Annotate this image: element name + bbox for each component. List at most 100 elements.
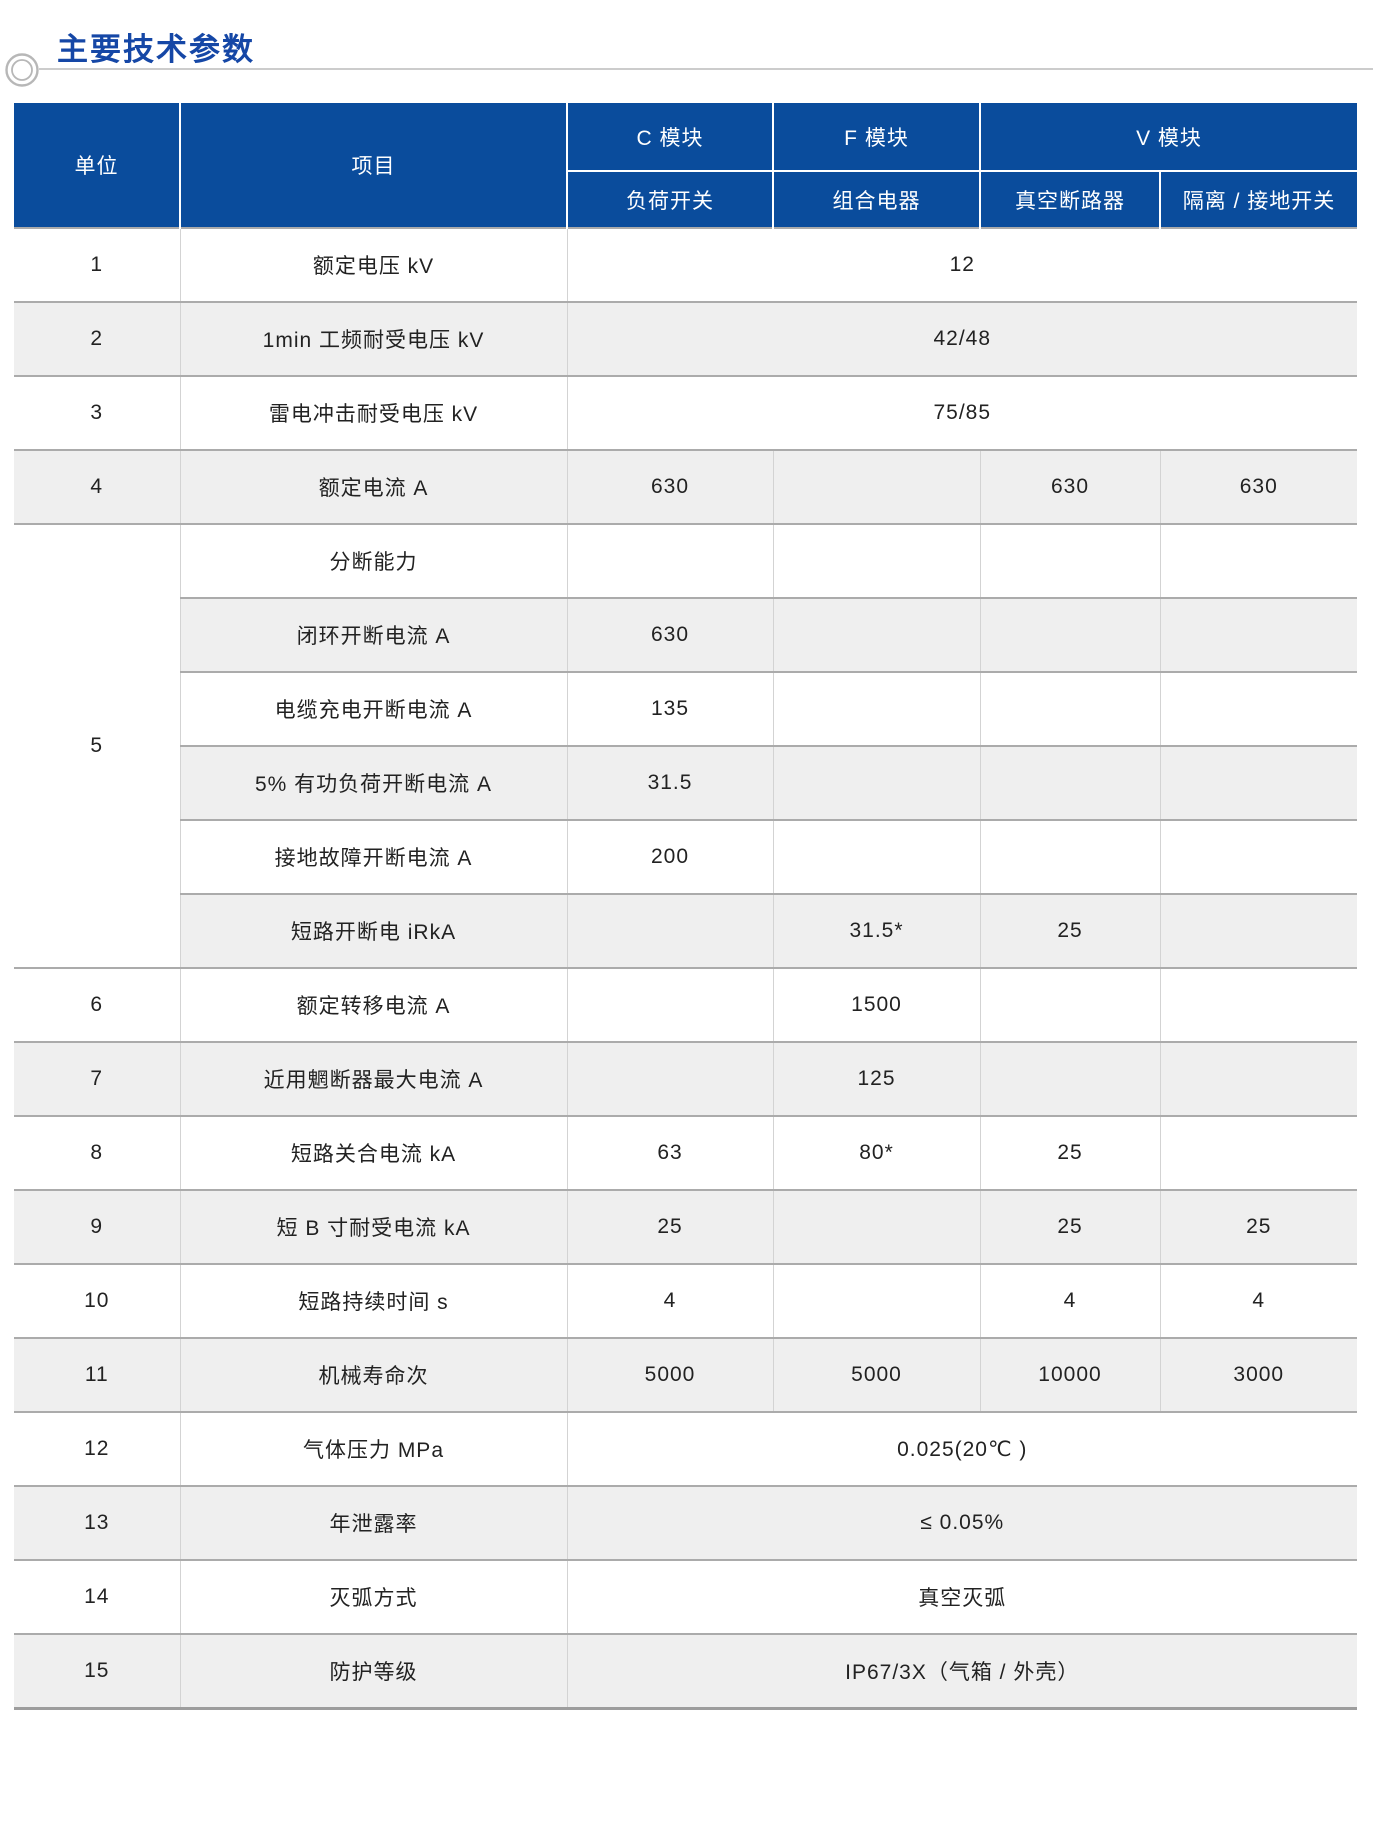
value-cell [566, 523, 773, 598]
value-cell [772, 1263, 980, 1338]
item-cell: 接地故障开断电流 A [179, 819, 567, 894]
value-cell [772, 819, 980, 894]
table-row: 3 雷电冲击耐受电压 kV 75/85 [14, 375, 1357, 450]
row-number-cell: 5 [14, 523, 180, 968]
value-cell [979, 671, 1160, 746]
table-row: 接地故障开断电流 A 200 [14, 819, 1357, 894]
item-cell: 短路开断电 iRkA [179, 893, 567, 968]
device-column-header: 隔离 / 接地开关 [1159, 170, 1357, 228]
value-cell [772, 449, 980, 524]
value-cell [1159, 893, 1357, 968]
value-cell [979, 1041, 1160, 1116]
value-cell [1159, 819, 1357, 894]
merged-value-cell: 75/85 [566, 375, 1357, 450]
value-cell: 25 [566, 1189, 773, 1264]
item-cell: 气体压力 MPa [179, 1411, 567, 1486]
value-cell [979, 523, 1160, 598]
value-cell: 5000 [772, 1337, 980, 1412]
value-cell [1159, 671, 1357, 746]
module-group-header: V 模块 [979, 103, 1357, 171]
value-cell: 5000 [566, 1337, 773, 1412]
table-row: 15 防护等级 IP67/3X（气箱 / 外壳） [14, 1633, 1357, 1708]
value-cell [979, 819, 1160, 894]
table-row: 12 气体压力 MPa 0.025(20℃ ) [14, 1411, 1357, 1486]
table-row: 6 额定转移电流 A 1500 [14, 967, 1357, 1042]
table-row: 1 额定电压 kV 12 [14, 227, 1357, 302]
value-cell: 630 [566, 597, 773, 672]
table-row: 短路开断电 iRkA 31.5* 25 [14, 893, 1357, 968]
item-cell: 额定转移电流 A [179, 967, 567, 1042]
value-cell: 135 [566, 671, 773, 746]
device-column-header: 真空断路器 [979, 170, 1160, 228]
row-number-cell: 13 [14, 1485, 180, 1560]
item-cell: 分断能力 [179, 523, 567, 598]
value-cell [566, 893, 773, 968]
header-divider [39, 68, 1373, 70]
item-cell: 防护等级 [179, 1633, 567, 1708]
row-number-cell: 9 [14, 1189, 180, 1264]
row-number-cell: 2 [14, 301, 180, 376]
value-cell: 3000 [1159, 1337, 1357, 1412]
value-cell: 4 [566, 1263, 773, 1338]
row-number-cell: 6 [14, 967, 180, 1042]
item-cell: 额定电流 A [179, 449, 567, 524]
value-cell: 31.5* [772, 893, 980, 968]
module-group-header: C 模块 [566, 103, 773, 171]
merged-value-cell: 真空灭弧 [566, 1559, 1357, 1634]
module-group-header: F 模块 [772, 103, 980, 171]
value-cell: 63 [566, 1115, 773, 1190]
value-cell [772, 523, 980, 598]
specs-table-body: 1 额定电压 kV 12 2 1min 工频耐受电压 kV 42/48 3 雷电冲击耐受电压 … [14, 227, 1357, 1708]
page-title: 主要技术参数 [57, 32, 255, 67]
table-row: 8 短路关合电流 kA 63 80* 25 [14, 1115, 1357, 1190]
value-cell: 25 [979, 893, 1160, 968]
value-cell [979, 745, 1160, 820]
item-cell: 近用魍断器最大电流 A [179, 1041, 567, 1116]
row-number-cell: 3 [14, 375, 180, 450]
value-cell [1159, 1115, 1357, 1190]
item-cell: 短路关合电流 kA [179, 1115, 567, 1190]
item-cell: 短 B 寸耐受电流 kA [179, 1189, 567, 1264]
row-number-cell: 1 [14, 227, 180, 302]
value-cell [772, 671, 980, 746]
item-column-header: 项目 [179, 103, 567, 228]
value-cell: 630 [1159, 449, 1357, 524]
item-cell: 1min 工频耐受电压 kV [179, 301, 567, 376]
value-cell [979, 967, 1160, 1042]
table-row: 电缆充电开断电流 A 135 [14, 671, 1357, 746]
item-cell: 5% 有功负荷开断电流 A [179, 745, 567, 820]
table-row: 11 机械寿命次 5000 5000 10000 3000 [14, 1337, 1357, 1412]
table-row: 13 年泄露率 ≤ 0.05% [14, 1485, 1357, 1560]
table-row: 闭环开断电流 A 630 [14, 597, 1357, 672]
device-header-row: 负荷开关 组合电器 真空断路器 隔离 / 接地开关 [14, 170, 1357, 228]
row-number-cell: 12 [14, 1411, 180, 1486]
device-column-header: 负荷开关 [566, 170, 773, 228]
item-cell: 灭弧方式 [179, 1559, 567, 1634]
value-cell [1159, 597, 1357, 672]
table-row: 4 额定电流 A 630 630 630 [14, 449, 1357, 524]
value-cell [1159, 523, 1357, 598]
value-cell: 4 [979, 1263, 1160, 1338]
value-cell: 10000 [979, 1337, 1160, 1412]
item-cell: 电缆充电开断电流 A [179, 671, 567, 746]
value-cell [772, 745, 980, 820]
value-cell: 630 [566, 449, 773, 524]
item-cell: 额定电压 kV [179, 227, 567, 302]
merged-value-cell: 42/48 [566, 301, 1357, 376]
value-cell [772, 597, 980, 672]
merged-value-cell: 12 [566, 227, 1357, 302]
table-row: 7 近用魍断器最大电流 A 125 [14, 1041, 1357, 1116]
row-number-cell: 10 [14, 1263, 180, 1338]
row-number-cell: 15 [14, 1633, 180, 1708]
table-row: 5% 有功负荷开断电流 A 31.5 [14, 745, 1357, 820]
value-cell: 630 [979, 449, 1160, 524]
item-cell: 雷电冲击耐受电压 kV [179, 375, 567, 450]
value-cell: 1500 [772, 967, 980, 1042]
merged-value-cell: 0.025(20℃ ) [566, 1411, 1357, 1486]
value-cell [1159, 967, 1357, 1042]
value-cell [566, 1041, 773, 1116]
value-cell [772, 1189, 980, 1264]
item-cell: 年泄露率 [179, 1485, 567, 1560]
table-row: 2 1min 工频耐受电压 kV 42/48 [14, 301, 1357, 376]
